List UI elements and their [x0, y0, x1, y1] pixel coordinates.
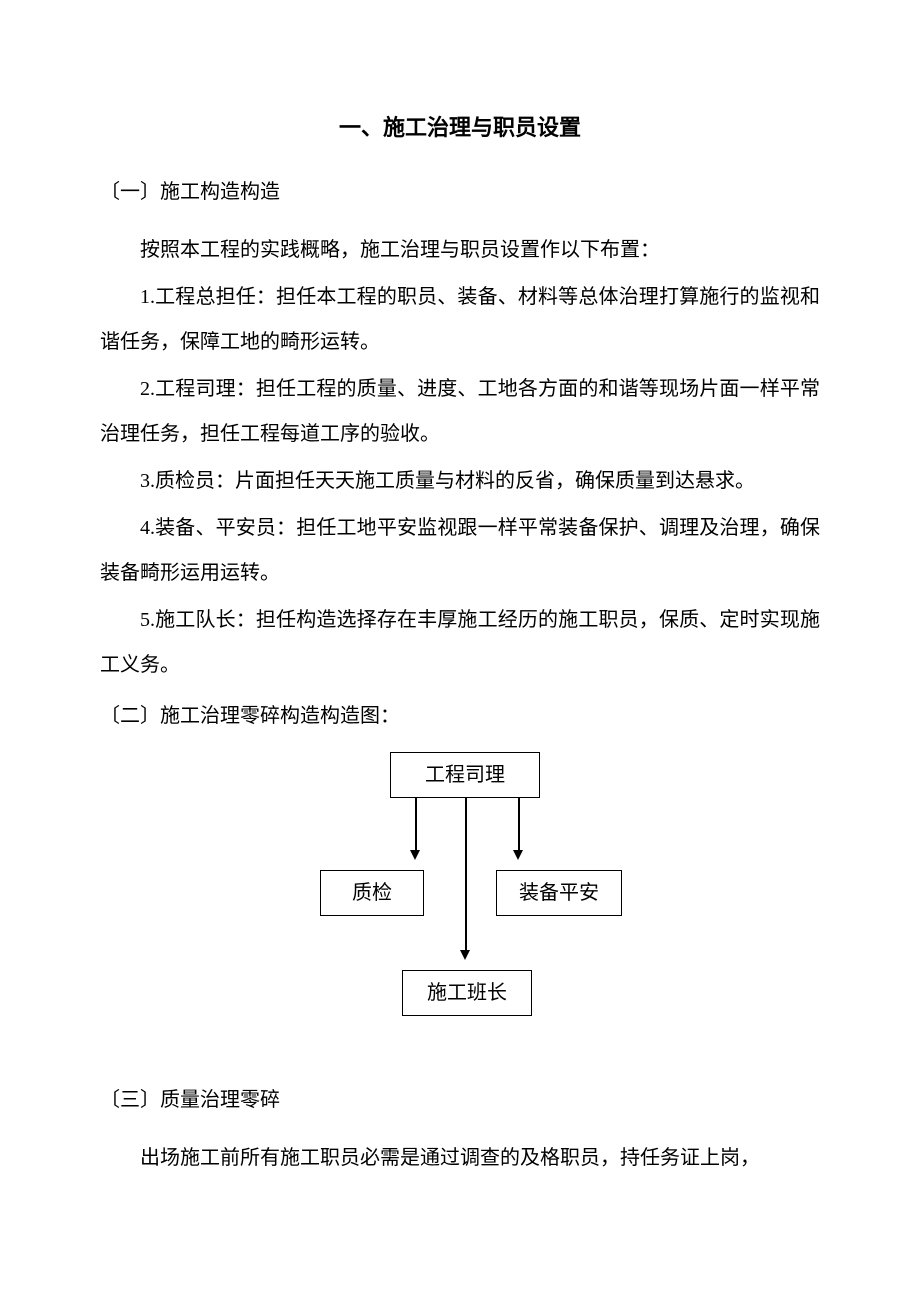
section-1-intro: 按照本工程的实践概略，施工治理与职员设置作以下布置： [100, 228, 820, 273]
section-1-item-3: 3.质检员：片面担任天天施工质量与材料的反省，确保质量到达悬求。 [100, 459, 820, 504]
org-chart-diagram: 工程司理 质检 装备平安 施工班长 [100, 752, 820, 1042]
arrow-1-line [415, 798, 417, 850]
section-3-para-1: 出场施工前所有施工职员必需是通过调查的及格职员，持任务证上岗， [100, 1136, 820, 1181]
node-left: 质检 [320, 870, 424, 916]
arrow-2-line [465, 798, 467, 950]
node-right: 装备平安 [496, 870, 622, 916]
section-1-item-5: 5.施工队长：担任构造选择存在丰厚施工经历的施工职员，保质、定时实现施工义务。 [100, 598, 820, 688]
section-1-heading: 〔一〕施工构造构造 [100, 174, 820, 210]
section-1-item-1: 1.工程总担任：担任本工程的职员、装备、材料等总体治理打算施行的监视和谐任务，保… [100, 275, 820, 365]
section-1-item-2: 2.工程司理：担任工程的质量、进度、工地各方面的和谐等现场片面一样平常治理任务，… [100, 367, 820, 457]
arrow-1-head-icon [410, 850, 420, 860]
page-title: 一、施工治理与职员设置 [100, 110, 820, 142]
section-3-heading: 〔三〕质量治理零碎 [100, 1082, 820, 1118]
node-top: 工程司理 [390, 752, 540, 798]
document-page: 一、施工治理与职员设置 〔一〕施工构造构造 按照本工程的实践概略，施工治理与职员… [0, 0, 920, 1302]
section-2-heading: 〔二〕施工治理零碎构造构造图： [100, 698, 820, 734]
node-bottom: 施工班长 [402, 970, 532, 1016]
section-1-item-4: 4.装备、平安员：担任工地平安监视跟一样平常装备保护、调理及治理，确保装备畸形运… [100, 506, 820, 596]
arrow-3-head-icon [513, 850, 523, 860]
arrow-2-head-icon [460, 950, 470, 960]
arrow-3-line [518, 798, 520, 850]
